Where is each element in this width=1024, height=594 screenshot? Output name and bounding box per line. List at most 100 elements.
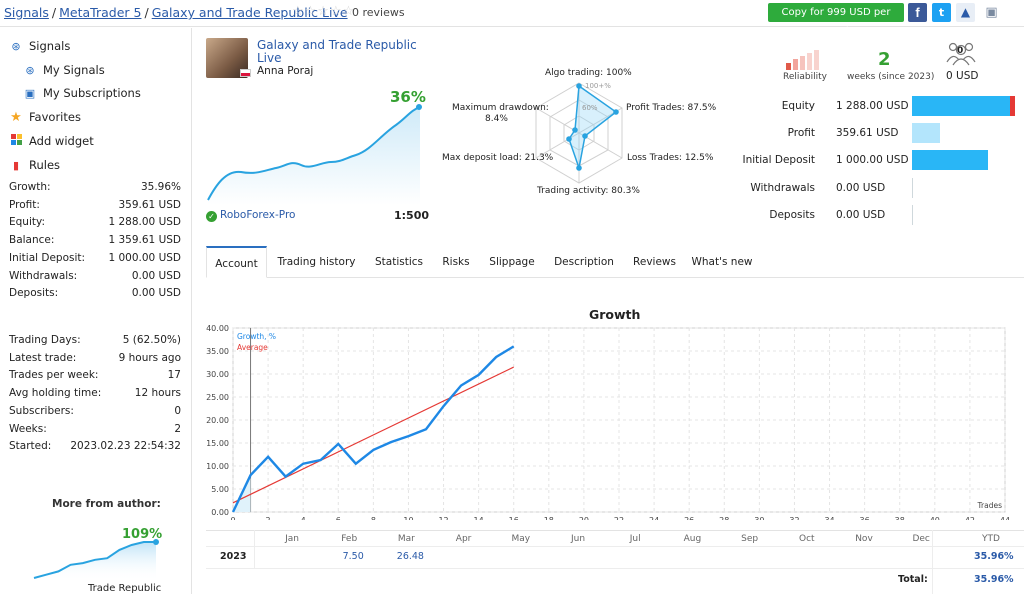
account-summary-label: Profit [787, 127, 815, 139]
author-signal-mini-chart[interactable] [30, 536, 160, 581]
tab-slippage[interactable]: Slippage [489, 256, 535, 268]
sidebar-item-my-signals[interactable]: ⊛ My Signals [23, 63, 104, 77]
sidebar-item-my-subscriptions[interactable]: ▣ My Subscriptions [24, 86, 141, 100]
chart-x-tick: 38 [895, 516, 905, 520]
chart-y-tick: 10.00 [206, 462, 229, 471]
twitter-icon[interactable]: t [932, 3, 951, 22]
radar-ring-60: 60% [582, 104, 598, 112]
chart-x-tick: 4 [301, 516, 306, 520]
chart-title: Growth [589, 307, 641, 322]
sidebar-item-favorites[interactable]: ★ Favorites [10, 110, 81, 125]
graduation-cap-icon[interactable]: ▲ [956, 3, 975, 22]
tab-reviews[interactable]: Reviews [633, 256, 676, 268]
account-stat-label: Equity: [9, 216, 45, 229]
chart-x-tick: 10 [403, 516, 413, 520]
sidebar-item-rules[interactable]: ▮ Rules [9, 158, 60, 172]
chart-x-tick: 32 [789, 516, 799, 520]
more-from-author-label: More from author: [52, 498, 161, 510]
account-summary-label: Deposits [769, 209, 815, 221]
trading-stat-value: 12 hours [134, 387, 181, 400]
trading-stat-value: 17 [167, 369, 181, 382]
month-value: 26.48 [396, 551, 424, 562]
month-header: Feb [341, 534, 358, 544]
widget-icon [9, 134, 23, 148]
copy-signal-button[interactable]: Copy for 999 USD per month [768, 3, 904, 37]
account-summary-value: 1 000.00 USD [836, 154, 909, 166]
check-icon: ✓ [206, 211, 217, 222]
trading-stat-row: Started: 2023.02.23 22:54:32 [9, 440, 181, 452]
sidebar: ⊛ Signals ⊛ My Signals ▣ My Subscriptions ★… [0, 28, 192, 594]
sidebar-item-signals[interactable]: ⊛ Signals [9, 39, 70, 53]
trading-stat-row: Latest trade: 9 hours ago [9, 352, 181, 364]
account-stat-row: Deposits: 0.00 USD [9, 287, 181, 299]
tab-description[interactable]: Description [554, 256, 614, 268]
trading-stat-label: Subscribers: [9, 404, 74, 417]
breadcrumb-metatrader5[interactable]: MetaTrader 5 [59, 5, 142, 20]
trading-stat-value: 9 hours ago [118, 351, 181, 364]
year-label: 2023 [220, 551, 247, 562]
author-signal-growth[interactable]: 109% [122, 527, 163, 542]
radar-label-drawdown-value: 8.4% [485, 114, 508, 124]
subscribers-icon [946, 42, 976, 66]
month-header: May [511, 534, 531, 544]
mini-chart-area [34, 542, 156, 581]
month-header: Sep [741, 534, 759, 544]
growth-chart[interactable]: 0.005.0010.0015.0020.0025.0030.0035.0040… [204, 320, 1016, 520]
author-name[interactable]: Anna Poraj [257, 65, 314, 77]
chart-y-tick: 25.00 [206, 393, 229, 402]
growth-endpoint [416, 104, 422, 110]
chart-y-tick: 5.00 [211, 485, 229, 494]
breadcrumb-signals[interactable]: Signals [4, 5, 49, 20]
chart-x-tick: 8 [371, 516, 376, 520]
chart-x-tick: 22 [614, 516, 624, 520]
weeks-count: 2 [878, 49, 891, 70]
month-header: Aug [683, 534, 702, 544]
account-summary-label: Equity [781, 100, 815, 112]
radar-label-loss: Loss Trades: 12.5% [627, 153, 714, 163]
breadcrumb-signal[interactable]: Galaxy and Trade Republic Live [151, 5, 348, 20]
trading-stat-row: Subscribers: 0 [9, 405, 181, 417]
mini-chart-endpoint [153, 539, 159, 545]
tab-trading-history[interactable]: Trading history [277, 256, 356, 268]
chart-y-tick: 15.00 [206, 439, 229, 448]
account-summary-bar [912, 205, 913, 225]
broker-link[interactable]: ✓ RoboForex-Pro [206, 209, 295, 222]
risk-radar-chart [535, 82, 623, 184]
trading-stat-row: Weeks: 2 [9, 423, 181, 435]
tab-statistics[interactable]: Statistics [375, 256, 423, 268]
weeks-label: weeks (since 2023) [847, 72, 935, 82]
chart-x-tick: 40 [930, 516, 940, 520]
chart-x-tick: 44 [1000, 516, 1010, 520]
reviews-count[interactable]: 0 reviews [352, 6, 405, 19]
author-signal-name[interactable]: Trade Republic [88, 583, 162, 594]
country-flag-icon [240, 69, 251, 77]
account-stat-label: Profit: [9, 198, 40, 211]
radar-point-algo [576, 83, 582, 89]
trading-stat-value: 2 [174, 422, 181, 435]
sidebar-item-add-widget[interactable]: Add widget [9, 134, 94, 148]
month-value: 7.50 [342, 551, 364, 562]
account-stat-label: Growth: [9, 181, 51, 193]
radar-label-algo: Algo trading: 100% [545, 68, 632, 78]
rating-stars[interactable]: ☆☆☆☆☆ [292, 4, 356, 19]
growth-area [208, 107, 420, 205]
tab-risks[interactable]: Risks [442, 256, 470, 268]
account-stat-value: 0.00 USD [131, 269, 181, 282]
month-header: Jun [570, 534, 586, 544]
account-summary-value: 0.00 USD [836, 209, 886, 221]
trading-stat-label: Trading Days: [9, 334, 81, 346]
month-header: Mar [397, 534, 415, 544]
save-icon[interactable]: ▣ [982, 3, 1001, 22]
tab-account[interactable]: Account [206, 246, 267, 278]
account-summary-bar [912, 150, 988, 170]
chart-x-tick: 20 [579, 516, 589, 520]
signal-title[interactable]: Galaxy and Trade Republic Live [257, 38, 417, 65]
trading-stat-row: Trades per week: 17 [9, 369, 181, 381]
tab-what-s-new[interactable]: What's new [691, 256, 753, 268]
account-stat-label: Deposits: [9, 287, 59, 300]
month-header: Oct [799, 534, 815, 544]
account-stat-value: 1 359.61 USD [108, 234, 181, 247]
facebook-icon[interactable]: f [908, 3, 927, 22]
chart-x-tick: 24 [649, 516, 659, 520]
account-summary-value: 359.61 USD [836, 127, 899, 139]
